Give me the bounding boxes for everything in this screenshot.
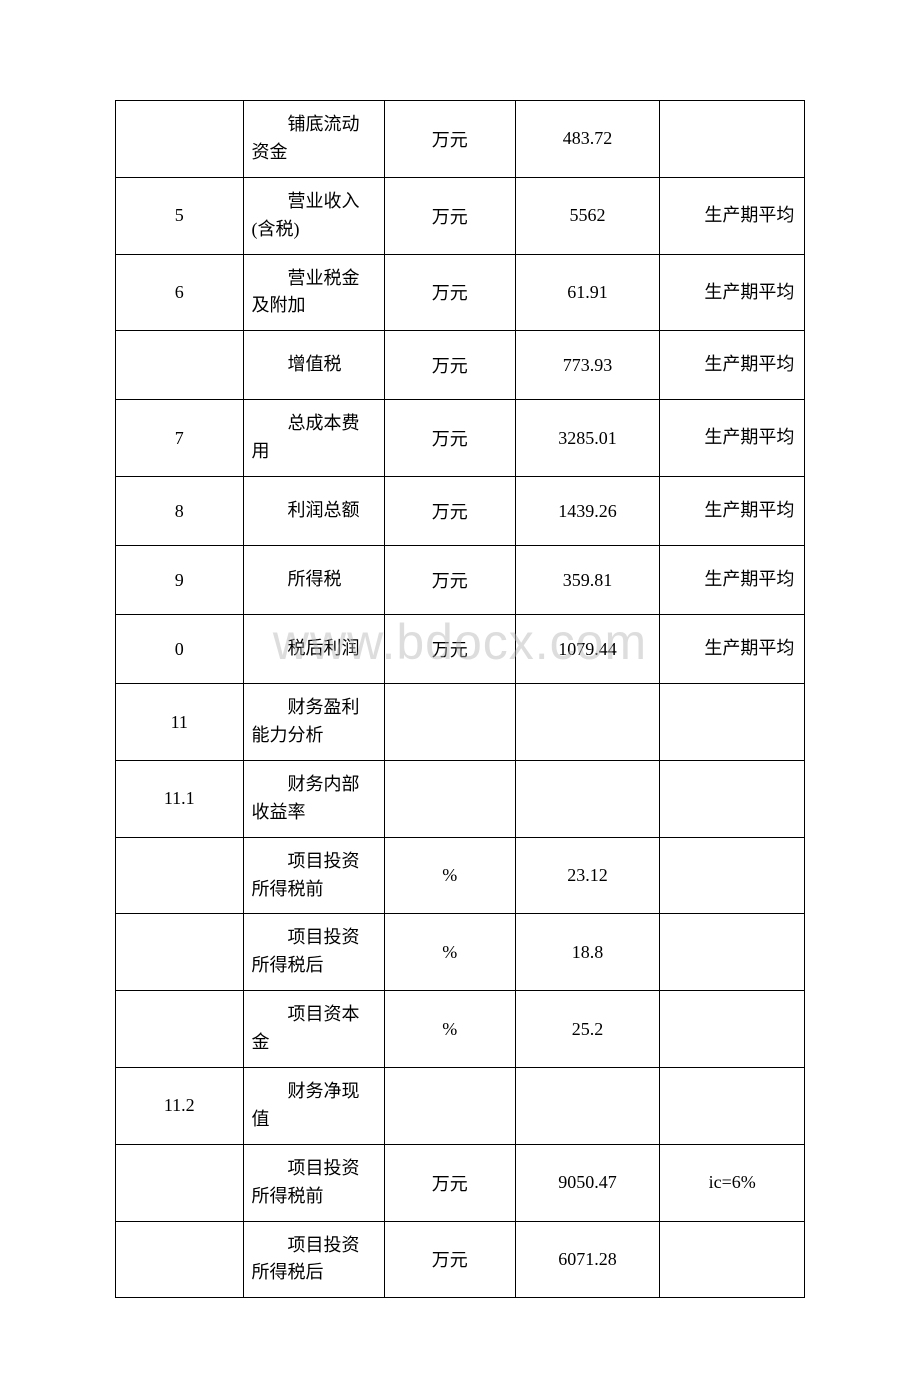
table-body: 铺底流动资金万元483.725营业收入(含税)万元5562生产期平均6营业税金及… bbox=[116, 101, 805, 1298]
cell-value: 23.12 bbox=[515, 837, 660, 914]
table-row: 0税后利润万元1079.44生产期平均 bbox=[116, 615, 805, 684]
cell-index bbox=[116, 1221, 244, 1298]
cell-value: 25.2 bbox=[515, 991, 660, 1068]
table-row: 项目投资所得税前%23.12 bbox=[116, 837, 805, 914]
cell-unit bbox=[384, 1068, 515, 1145]
cell-index: 7 bbox=[116, 400, 244, 477]
cell-value: 773.93 bbox=[515, 331, 660, 400]
cell-item: 所得税 bbox=[243, 546, 384, 615]
cell-index: 9 bbox=[116, 546, 244, 615]
cell-item: 财务盈利能力分析 bbox=[243, 684, 384, 761]
table-row: 项目投资所得税前万元9050.47ic=6% bbox=[116, 1144, 805, 1221]
cell-note: 生产期平均 bbox=[660, 331, 805, 400]
cell-value: 1439.26 bbox=[515, 477, 660, 546]
cell-item: 铺底流动资金 bbox=[243, 101, 384, 178]
financial-table: 铺底流动资金万元483.725营业收入(含税)万元5562生产期平均6营业税金及… bbox=[115, 100, 805, 1298]
cell-index bbox=[116, 837, 244, 914]
cell-item: 利润总额 bbox=[243, 477, 384, 546]
table-row: 7总成本费用万元3285.01生产期平均 bbox=[116, 400, 805, 477]
table-row: 项目投资所得税后万元6071.28 bbox=[116, 1221, 805, 1298]
cell-note: 生产期平均 bbox=[660, 477, 805, 546]
cell-note bbox=[660, 760, 805, 837]
cell-value: 6071.28 bbox=[515, 1221, 660, 1298]
cell-index: 8 bbox=[116, 477, 244, 546]
cell-value: 9050.47 bbox=[515, 1144, 660, 1221]
cell-index: 6 bbox=[116, 254, 244, 331]
cell-item: 营业税金及附加 bbox=[243, 254, 384, 331]
cell-item: 总成本费用 bbox=[243, 400, 384, 477]
table-row: 项目投资所得税后%18.8 bbox=[116, 914, 805, 991]
cell-note bbox=[660, 684, 805, 761]
cell-unit: 万元 bbox=[384, 400, 515, 477]
table-row: 项目资本金%25.2 bbox=[116, 991, 805, 1068]
cell-note bbox=[660, 914, 805, 991]
cell-index bbox=[116, 914, 244, 991]
cell-item: 项目投资所得税后 bbox=[243, 1221, 384, 1298]
table-row: 11.2财务净现值 bbox=[116, 1068, 805, 1145]
table-row: 增值税万元773.93生产期平均 bbox=[116, 331, 805, 400]
cell-value: 1079.44 bbox=[515, 615, 660, 684]
cell-unit: 万元 bbox=[384, 101, 515, 178]
cell-note bbox=[660, 101, 805, 178]
cell-note bbox=[660, 1221, 805, 1298]
cell-value: 61.91 bbox=[515, 254, 660, 331]
cell-item: 项目投资所得税前 bbox=[243, 1144, 384, 1221]
table-row: 铺底流动资金万元483.72 bbox=[116, 101, 805, 178]
cell-value: 359.81 bbox=[515, 546, 660, 615]
document-page: www.bdocx.com 铺底流动资金万元483.725营业收入(含税)万元5… bbox=[0, 0, 920, 1398]
table-row: 11.1财务内部收益率 bbox=[116, 760, 805, 837]
cell-index: 11.2 bbox=[116, 1068, 244, 1145]
cell-note: 生产期平均 bbox=[660, 400, 805, 477]
cell-value bbox=[515, 684, 660, 761]
cell-value: 18.8 bbox=[515, 914, 660, 991]
cell-unit: % bbox=[384, 991, 515, 1068]
cell-note: 生产期平均 bbox=[660, 254, 805, 331]
table-row: 6营业税金及附加万元61.91生产期平均 bbox=[116, 254, 805, 331]
cell-unit: 万元 bbox=[384, 1221, 515, 1298]
cell-item: 财务内部收益率 bbox=[243, 760, 384, 837]
cell-index: 5 bbox=[116, 177, 244, 254]
table-row: 11财务盈利能力分析 bbox=[116, 684, 805, 761]
cell-unit bbox=[384, 684, 515, 761]
cell-unit: % bbox=[384, 837, 515, 914]
cell-item: 营业收入(含税) bbox=[243, 177, 384, 254]
cell-index: 11.1 bbox=[116, 760, 244, 837]
cell-index: 11 bbox=[116, 684, 244, 761]
cell-index bbox=[116, 1144, 244, 1221]
cell-value: 5562 bbox=[515, 177, 660, 254]
cell-index bbox=[116, 991, 244, 1068]
cell-item: 项目资本金 bbox=[243, 991, 384, 1068]
cell-unit: 万元 bbox=[384, 615, 515, 684]
cell-unit: 万元 bbox=[384, 254, 515, 331]
cell-value bbox=[515, 760, 660, 837]
cell-item: 财务净现值 bbox=[243, 1068, 384, 1145]
table-row: 8利润总额万元1439.26生产期平均 bbox=[116, 477, 805, 546]
cell-item: 项目投资所得税后 bbox=[243, 914, 384, 991]
table-row: 5营业收入(含税)万元5562生产期平均 bbox=[116, 177, 805, 254]
cell-unit: 万元 bbox=[384, 1144, 515, 1221]
table-row: 9所得税万元359.81生产期平均 bbox=[116, 546, 805, 615]
cell-index: 0 bbox=[116, 615, 244, 684]
cell-index bbox=[116, 331, 244, 400]
cell-note: ic=6% bbox=[660, 1144, 805, 1221]
cell-item: 项目投资所得税前 bbox=[243, 837, 384, 914]
cell-note bbox=[660, 1068, 805, 1145]
cell-unit: 万元 bbox=[384, 177, 515, 254]
cell-unit bbox=[384, 760, 515, 837]
cell-note: 生产期平均 bbox=[660, 177, 805, 254]
cell-index bbox=[116, 101, 244, 178]
cell-unit: 万元 bbox=[384, 331, 515, 400]
cell-value: 483.72 bbox=[515, 101, 660, 178]
cell-value: 3285.01 bbox=[515, 400, 660, 477]
cell-unit: 万元 bbox=[384, 477, 515, 546]
cell-unit: 万元 bbox=[384, 546, 515, 615]
cell-note: 生产期平均 bbox=[660, 615, 805, 684]
cell-value bbox=[515, 1068, 660, 1145]
cell-note bbox=[660, 837, 805, 914]
cell-unit: % bbox=[384, 914, 515, 991]
cell-item: 税后利润 bbox=[243, 615, 384, 684]
cell-item: 增值税 bbox=[243, 331, 384, 400]
cell-note bbox=[660, 991, 805, 1068]
cell-note: 生产期平均 bbox=[660, 546, 805, 615]
